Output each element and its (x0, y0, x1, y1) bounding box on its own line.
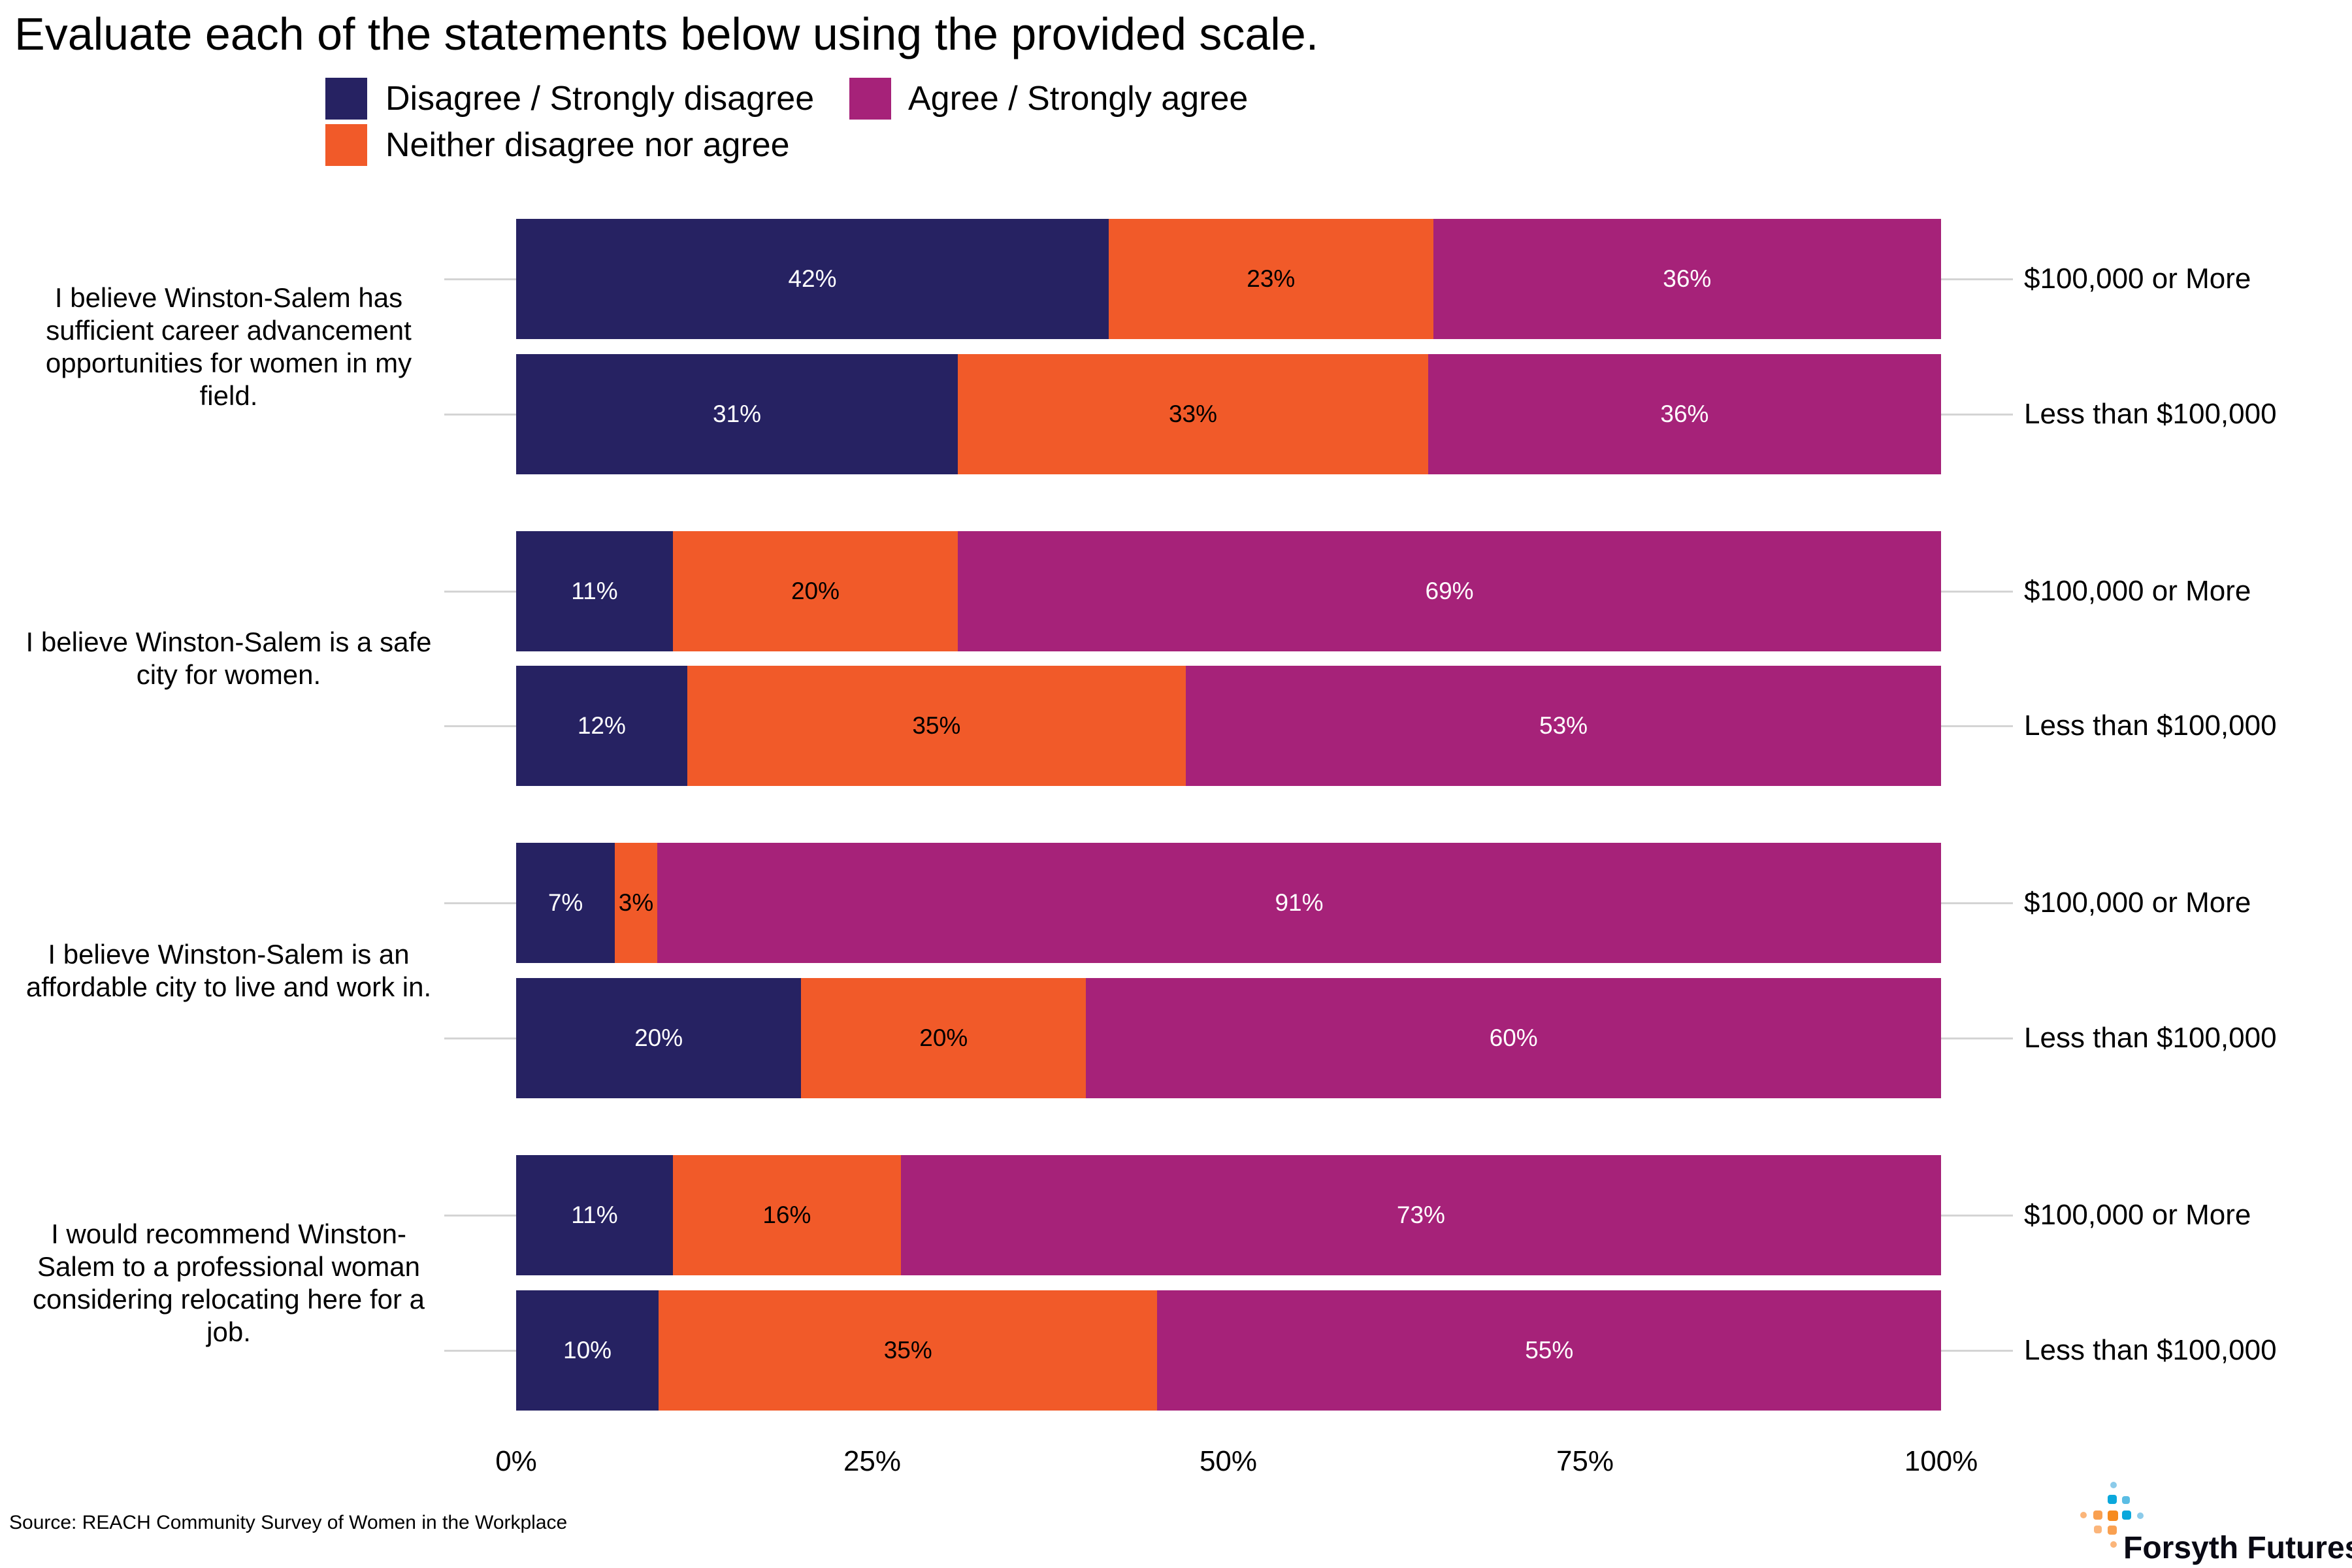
bar-value-label: 36% (1663, 265, 1712, 292)
bar-segment-agree (900, 1155, 1941, 1275)
bar-segment-agree (1086, 978, 1941, 1098)
bar-segment-disagree (516, 978, 802, 1098)
y-tick-left (444, 591, 516, 593)
bar-value-label: 20% (791, 578, 840, 604)
y-tick-left (444, 278, 516, 280)
y-tick-left (444, 1037, 516, 1039)
bar-value-label: 73% (1396, 1201, 1445, 1228)
bar-value-label: 31% (713, 400, 762, 427)
bar-segment-disagree (516, 354, 958, 474)
question-label: I believe Winston-Salem is an affordable… (25, 938, 432, 1002)
question-label: I would recommend Winston-Salem to a pro… (32, 1218, 425, 1347)
y-tick-left (444, 414, 516, 416)
bar-value-label: 36% (1660, 400, 1709, 427)
bar-value-label: 60% (1489, 1024, 1538, 1051)
bar-value-label: 11% (571, 578, 618, 604)
bar-value-label: 69% (1425, 578, 1474, 604)
bar-segment-neither (672, 1155, 901, 1275)
bar-value-label: 20% (634, 1024, 683, 1051)
bar-value-label: 35% (883, 1337, 932, 1364)
x-tick-label: 50% (1199, 1445, 1258, 1477)
bar-value-label: 16% (762, 1201, 811, 1228)
logo-text: Forsyth Futures (2123, 1531, 2352, 1565)
income-label: Less than $100,000 (2024, 710, 2277, 742)
source-note: Source: REACH Community Survey of Women … (9, 1512, 568, 1533)
legend-swatch-agree (849, 78, 891, 120)
bar-segment-agree (1428, 354, 1941, 474)
bar-segment-agree (1433, 219, 1941, 339)
bar-segment-neither (687, 666, 1186, 786)
bar-segment-disagree (516, 1155, 673, 1275)
y-tick-right (1941, 591, 2013, 593)
bar-segment-agree (657, 843, 1941, 963)
y-tick-right (1941, 1215, 2013, 1217)
income-label: Less than $100,000 (2024, 398, 2277, 430)
bar-segment-disagree (516, 1290, 659, 1411)
income-label: $100,000 or More (2024, 263, 2251, 295)
y-tick-right (1941, 414, 2013, 416)
question-label: I believe Winston-Salem has sufficient c… (45, 282, 412, 411)
bar-segment-disagree (516, 219, 1109, 339)
bar-value-label: 33% (1168, 400, 1217, 427)
question-label: I believe Winston-Salem is a safe city f… (25, 627, 432, 690)
bar-segment-neither (1108, 219, 1433, 339)
bar-segment-disagree (516, 843, 615, 963)
bar-segment-disagree (516, 666, 687, 786)
x-tick-label: 75% (1556, 1445, 1614, 1477)
y-tick-right (1941, 1037, 2013, 1039)
y-tick-left (444, 1350, 516, 1352)
y-tick-left (444, 725, 516, 727)
forsyth-futures-logo: Forsyth Futures (2071, 1477, 2352, 1568)
y-tick-right (1941, 725, 2013, 727)
bar-value-label: 42% (788, 265, 837, 292)
y-tick-left (444, 1215, 516, 1217)
income-label: $100,000 or More (2024, 575, 2251, 607)
bar-value-label: 20% (919, 1024, 968, 1051)
y-tick-left (444, 902, 516, 904)
bar-value-label: 12% (577, 712, 626, 739)
y-tick-right (1941, 278, 2013, 280)
x-tick-label: 100% (1904, 1445, 1978, 1477)
y-tick-right (1941, 902, 2013, 904)
bar-value-label: 91% (1275, 889, 1324, 916)
income-label: $100,000 or More (2024, 887, 2251, 919)
legend-label-disagree: Disagree / Strongly disagree (385, 80, 815, 118)
legend-swatch-neither (325, 124, 367, 166)
bar-segment-agree (958, 531, 1941, 651)
bar-segment-neither (801, 978, 1086, 1098)
bar-segment-neither (659, 1290, 1158, 1411)
bar-value-label: 7% (547, 889, 583, 916)
bar-value-label: 53% (1539, 712, 1588, 739)
bar-segment-agree (1186, 666, 1941, 786)
bar-segment-agree (1157, 1290, 1941, 1411)
legend-swatch-disagree (325, 78, 367, 120)
bar-value-label: 55% (1525, 1337, 1574, 1364)
x-tick-label: 0% (495, 1445, 537, 1477)
bar-segment-neither (672, 531, 958, 651)
bar-value-label: 23% (1247, 265, 1296, 292)
income-label: Less than $100,000 (2024, 1334, 2277, 1366)
bar-value-label: 11% (571, 1201, 618, 1228)
bar-value-label: 35% (912, 712, 961, 739)
bar-value-label: 10% (563, 1337, 612, 1364)
bar-value-label: 3% (618, 889, 654, 916)
bar-segment-neither (615, 843, 657, 963)
income-label: $100,000 or More (2024, 1199, 2251, 1231)
x-tick-label: 25% (843, 1445, 902, 1477)
income-label: Less than $100,000 (2024, 1022, 2277, 1054)
y-tick-right (1941, 1350, 2013, 1352)
legend-label-neither: Neither disagree nor agree (385, 126, 790, 164)
legend-label-agree: Agree / Strongly agree (908, 80, 1249, 118)
bar-segment-neither (958, 354, 1428, 474)
chart-title: Evaluate each of the statements below us… (14, 8, 1319, 59)
bar-segment-disagree (516, 531, 673, 651)
